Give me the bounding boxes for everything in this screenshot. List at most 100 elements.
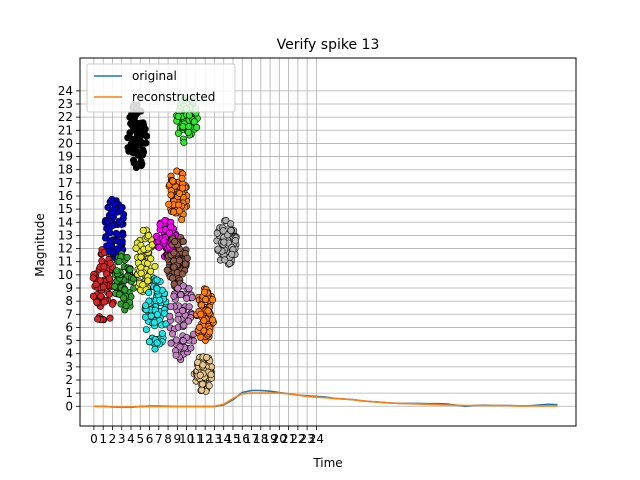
y-tick-label: 13 <box>58 228 73 242</box>
cluster-marker <box>122 302 130 310</box>
cluster-marker <box>185 317 193 325</box>
cluster-marker <box>213 229 221 237</box>
cluster-marker <box>145 289 153 297</box>
cluster-marker <box>197 301 205 309</box>
cluster-5 <box>141 275 170 353</box>
x-tick-label: 17 <box>244 432 259 446</box>
cluster-marker <box>120 294 128 302</box>
cluster-marker <box>178 216 186 224</box>
x-tick-label: 14 <box>216 432 231 446</box>
cluster-marker <box>113 267 121 275</box>
legend-label-reconstructed: reconstructed <box>132 90 215 104</box>
x-tick-label: 7 <box>155 432 163 446</box>
cluster-marker <box>112 229 120 237</box>
y-tick-label: 14 <box>58 215 73 229</box>
y-tick-label: 6 <box>65 320 73 334</box>
cluster-12 <box>190 353 216 395</box>
cluster-marker <box>89 292 97 300</box>
cluster-marker <box>173 167 181 175</box>
cluster-marker <box>222 216 230 224</box>
x-tick-label: 16 <box>235 432 250 446</box>
y-tick-label: 5 <box>65 334 73 348</box>
cluster-marker <box>147 267 155 275</box>
cluster-marker <box>174 129 182 137</box>
cluster-11 <box>193 285 217 344</box>
y-tick-label: 17 <box>58 176 73 190</box>
x-tick-label: 24 <box>309 432 324 446</box>
cluster-marker <box>206 328 214 336</box>
cluster-marker <box>140 121 148 129</box>
cluster-marker <box>167 303 175 311</box>
cluster-1 <box>101 195 128 263</box>
cluster-marker <box>174 113 182 121</box>
cluster-marker <box>106 229 114 237</box>
y-tick-label: 0 <box>65 399 73 413</box>
cluster-marker <box>170 249 178 257</box>
y-tick-label: 16 <box>58 189 73 203</box>
cluster-marker <box>141 313 149 321</box>
x-tick-label: 20 <box>272 432 287 446</box>
cluster-marker <box>115 217 123 225</box>
cluster-marker <box>108 300 116 308</box>
legend: original reconstructed <box>86 63 236 113</box>
cluster-marker <box>139 281 147 289</box>
cluster-layer <box>89 93 240 395</box>
cluster-marker <box>214 245 222 253</box>
cluster-marker <box>207 371 215 379</box>
x-tick-label: 11 <box>188 432 203 446</box>
x-tick-label: 0 <box>90 432 98 446</box>
cluster-13 <box>213 216 240 268</box>
x-tick-label: 21 <box>281 432 296 446</box>
cluster-marker <box>144 277 152 285</box>
cluster-marker <box>111 282 119 290</box>
cluster-marker <box>167 339 175 347</box>
y-axis-label: Magnitude <box>33 213 47 277</box>
cluster-marker <box>179 238 187 246</box>
cluster-marker <box>106 314 114 322</box>
cluster-marker <box>138 160 146 168</box>
cluster-marker <box>137 269 145 277</box>
cluster-marker <box>153 285 161 293</box>
cluster-marker <box>180 321 188 329</box>
x-tick-label: 2 <box>109 432 117 446</box>
cluster-marker <box>106 237 114 245</box>
cluster-marker <box>142 326 150 334</box>
y-tick-label: 8 <box>65 294 73 308</box>
cluster-marker <box>153 276 161 284</box>
cluster-marker <box>178 184 186 192</box>
cluster-marker <box>179 307 187 315</box>
cluster-marker <box>178 174 186 182</box>
cluster-marker <box>175 201 183 209</box>
cluster-marker <box>100 298 108 306</box>
cluster-marker <box>166 312 174 320</box>
cluster-marker <box>129 112 137 120</box>
cluster-marker <box>169 330 177 338</box>
cluster-marker <box>170 263 178 271</box>
cluster-marker <box>167 191 175 199</box>
x-tick-label: 10 <box>179 432 194 446</box>
x-tick-label: 23 <box>299 432 314 446</box>
cluster-2 <box>111 250 138 314</box>
cluster-marker <box>144 232 152 240</box>
cluster-marker <box>165 200 173 208</box>
cluster-marker <box>153 339 161 347</box>
series-line-reconstructed <box>93 392 558 408</box>
cluster-marker <box>179 123 187 131</box>
cluster-marker <box>115 258 123 266</box>
x-tick-label: 5 <box>136 432 144 446</box>
x-tick-label: 15 <box>225 432 240 446</box>
y-tick-label: 21 <box>58 123 73 137</box>
cluster-marker <box>185 303 193 311</box>
cluster-marker <box>99 283 107 291</box>
cluster-marker <box>156 296 164 304</box>
y-tick-label: 11 <box>58 255 73 269</box>
cluster-marker <box>209 296 217 304</box>
cluster-marker <box>132 244 140 252</box>
cluster-marker <box>145 338 153 346</box>
x-tick-label: 1 <box>99 432 107 446</box>
series-layer <box>93 389 558 409</box>
cluster-marker <box>98 257 106 265</box>
cluster-marker <box>142 302 150 310</box>
